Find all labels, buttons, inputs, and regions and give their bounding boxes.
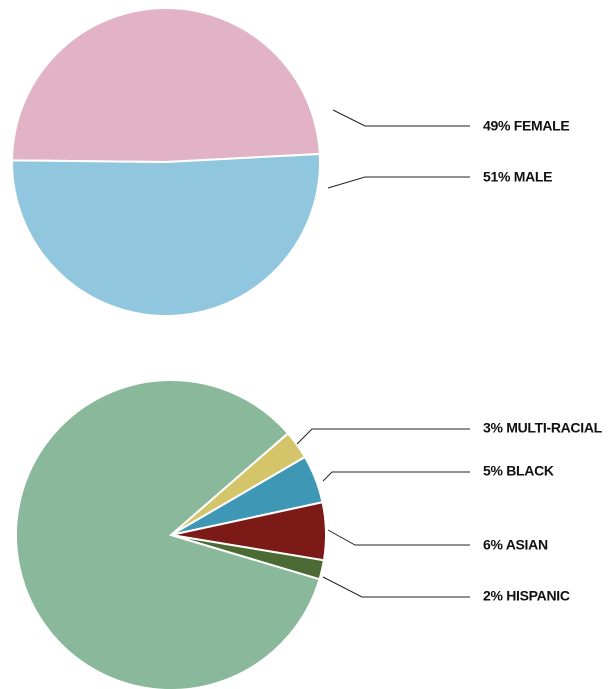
slice-label: 6% ASIAN bbox=[483, 537, 548, 553]
slice-label: 2% HISPANIC bbox=[483, 588, 570, 604]
leader-line bbox=[327, 529, 470, 546]
leader-line bbox=[322, 471, 470, 482]
slice-label: 3% MULTI-RACIAL bbox=[483, 420, 603, 436]
slice-label: 5% BLACK bbox=[483, 463, 554, 479]
slice-label: 49% FEMALE bbox=[483, 118, 569, 134]
pie-slice bbox=[15, 379, 321, 689]
pie-slice bbox=[11, 152, 321, 317]
leader-line bbox=[322, 576, 470, 598]
pie-slice bbox=[10, 7, 321, 164]
leader-line bbox=[332, 109, 470, 127]
slice-label: 51% MALE bbox=[483, 169, 552, 185]
leader-line bbox=[327, 176, 470, 189]
leader-line bbox=[296, 428, 470, 445]
